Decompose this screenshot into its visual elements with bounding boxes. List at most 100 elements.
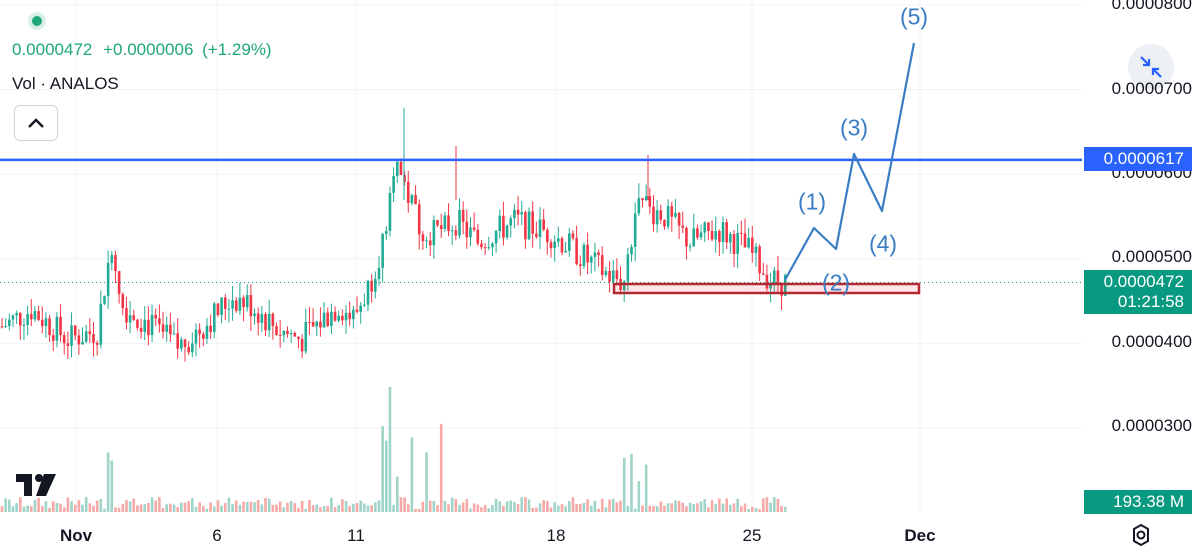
candle-body [630,246,633,255]
volume-bar [421,501,425,512]
volume-bar [180,502,183,512]
candle-body [439,225,443,230]
volume-bar [553,502,556,512]
candle-body [169,324,172,335]
volume-bar [677,500,681,512]
volume-bar [754,508,758,512]
candle-body [165,324,168,332]
candle-body [447,215,450,232]
candle-body [191,343,194,353]
candle-body [238,297,242,311]
candle-body [352,309,355,320]
volume-bar [531,507,534,512]
volume-bar [81,504,84,512]
candle-body [571,233,575,239]
candle-body [568,233,571,251]
candle-body [293,332,297,337]
candle-body [278,335,282,337]
volume-bar [147,503,150,512]
volume-bar [688,502,692,512]
candle-body [776,270,780,284]
legend-change: +0.0000006 [103,40,194,59]
volume-bar [644,464,648,512]
candle-body [597,252,600,256]
volume-bar [161,508,165,512]
candle-body [494,230,498,244]
volume-bar [626,505,630,512]
volume-bar [128,501,132,512]
ohlc-legend: 0.0000472 +0.0000006 (+1.29%) [12,40,272,60]
volume-bar [761,498,765,512]
volume-bar [509,500,513,512]
candle-body [44,318,48,327]
volume-bar [136,505,139,512]
volume-bar [304,508,308,512]
volume-bar [403,497,406,512]
candle-body [333,311,337,321]
volume-bar [220,505,223,512]
candle-body [158,318,161,325]
volume-bar [51,501,55,512]
volume-bar [59,503,62,512]
legend-price: 0.0000472 [12,40,93,59]
volume-bar [191,498,194,512]
volume-bar [615,502,619,512]
candle-body [578,264,582,266]
volume-bar [242,501,245,512]
candle-body [557,238,560,242]
candle-body [59,316,62,336]
volume-bar [483,504,487,512]
volume-bar [99,499,103,512]
volume-bar [132,498,136,512]
candle-body [121,294,125,309]
volume-bar [538,503,542,512]
volume-bar [505,501,509,512]
candle-body [322,312,326,328]
volume-bar [297,507,300,512]
wave-label: (4) [868,230,898,257]
exit-fullscreen-button[interactable] [1128,44,1174,90]
volume-bar [743,503,747,512]
volume-bar [604,507,608,512]
candle-body [769,283,772,289]
volume-bar [77,500,81,512]
candle-body [92,334,95,343]
volume-bar [732,503,736,512]
volume-bar [681,502,685,512]
candle-body [128,315,132,323]
volume-bar [589,505,593,512]
volume-bar [245,501,249,512]
volume-bar [666,503,670,512]
volume-bar [557,505,560,512]
chart-settings-button[interactable] [1128,522,1154,548]
candle-body [103,296,106,304]
volume-bar [238,504,242,512]
volume-bar [293,503,297,512]
collapse-legend-button[interactable] [14,105,58,141]
candle-body [611,270,615,282]
candle-body [84,331,88,342]
candle-body [223,297,227,309]
last-price-tag: 0.0000472 01:21:58 [1084,270,1192,314]
candle-body [600,255,604,276]
volume-bar [783,506,787,512]
candle-body [282,330,286,336]
price-axis-label: 0.0000400 [1111,332,1192,351]
candle-body [736,232,739,255]
volume-bar [322,506,326,512]
candle-body [586,244,589,263]
candle-body [751,237,754,253]
volume-bar [366,505,370,512]
candle-body [8,319,11,327]
candle-body [205,325,209,339]
candle-body [652,206,655,225]
candle-body [524,212,527,240]
candle-body [414,195,417,205]
volume-bar [630,453,633,512]
tradingview-logo [16,472,62,498]
volume-bar [92,505,95,512]
volume-bar [498,501,502,512]
support-zone-box [612,282,921,295]
candle-body [608,271,611,282]
